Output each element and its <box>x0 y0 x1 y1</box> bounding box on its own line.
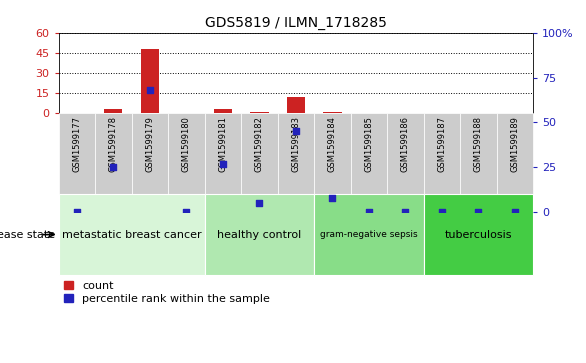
Text: healthy control: healthy control <box>217 229 302 240</box>
Bar <box>214 203 232 212</box>
Point <box>437 209 447 215</box>
Text: GSM1599177: GSM1599177 <box>72 116 81 172</box>
Bar <box>424 113 460 194</box>
Text: GSM1599187: GSM1599187 <box>438 116 447 172</box>
Bar <box>205 113 241 194</box>
Point <box>108 164 118 170</box>
Point <box>145 87 155 93</box>
Bar <box>287 176 305 212</box>
Point <box>182 209 191 215</box>
Bar <box>350 113 387 194</box>
Text: GSM1599185: GSM1599185 <box>364 116 373 172</box>
Text: GSM1599188: GSM1599188 <box>474 116 483 172</box>
Text: GSM1599189: GSM1599189 <box>510 116 520 172</box>
Bar <box>387 113 424 194</box>
Text: GSM1599180: GSM1599180 <box>182 116 191 172</box>
Title: GDS5819 / ILMN_1718285: GDS5819 / ILMN_1718285 <box>205 16 387 30</box>
Bar <box>314 113 350 194</box>
Point <box>474 209 483 215</box>
Text: GSM1599183: GSM1599183 <box>291 116 301 172</box>
Point <box>255 200 264 206</box>
Legend: count, percentile rank within the sample: count, percentile rank within the sample <box>64 281 270 304</box>
Bar <box>460 113 497 194</box>
Point <box>72 209 81 215</box>
Text: GSM1599181: GSM1599181 <box>219 116 227 172</box>
Text: GSM1599178: GSM1599178 <box>109 116 118 172</box>
Bar <box>95 113 132 194</box>
Bar <box>278 113 314 194</box>
Bar <box>205 194 314 275</box>
Point <box>218 161 227 167</box>
Text: GSM1599182: GSM1599182 <box>255 116 264 172</box>
Bar <box>168 113 205 194</box>
Bar <box>323 209 342 212</box>
Bar <box>314 194 424 275</box>
Bar <box>59 113 95 194</box>
Bar <box>104 203 122 212</box>
Bar <box>59 194 205 275</box>
Text: GSM1599186: GSM1599186 <box>401 116 410 172</box>
Point <box>291 129 301 134</box>
Point <box>328 195 337 201</box>
Text: GSM1599184: GSM1599184 <box>328 116 337 172</box>
Point <box>364 209 374 215</box>
Text: gram-negative sepsis: gram-negative sepsis <box>320 230 418 239</box>
Bar <box>241 113 278 194</box>
Bar <box>132 113 168 194</box>
Bar <box>250 209 268 212</box>
Point <box>510 209 520 215</box>
Text: metastatic breast cancer: metastatic breast cancer <box>62 229 202 240</box>
Point <box>401 209 410 215</box>
Text: GSM1599179: GSM1599179 <box>145 116 154 172</box>
Bar <box>141 69 159 212</box>
Text: disease state: disease state <box>0 229 55 240</box>
Bar <box>497 113 533 194</box>
Text: tuberculosis: tuberculosis <box>445 229 512 240</box>
Bar <box>424 194 533 275</box>
